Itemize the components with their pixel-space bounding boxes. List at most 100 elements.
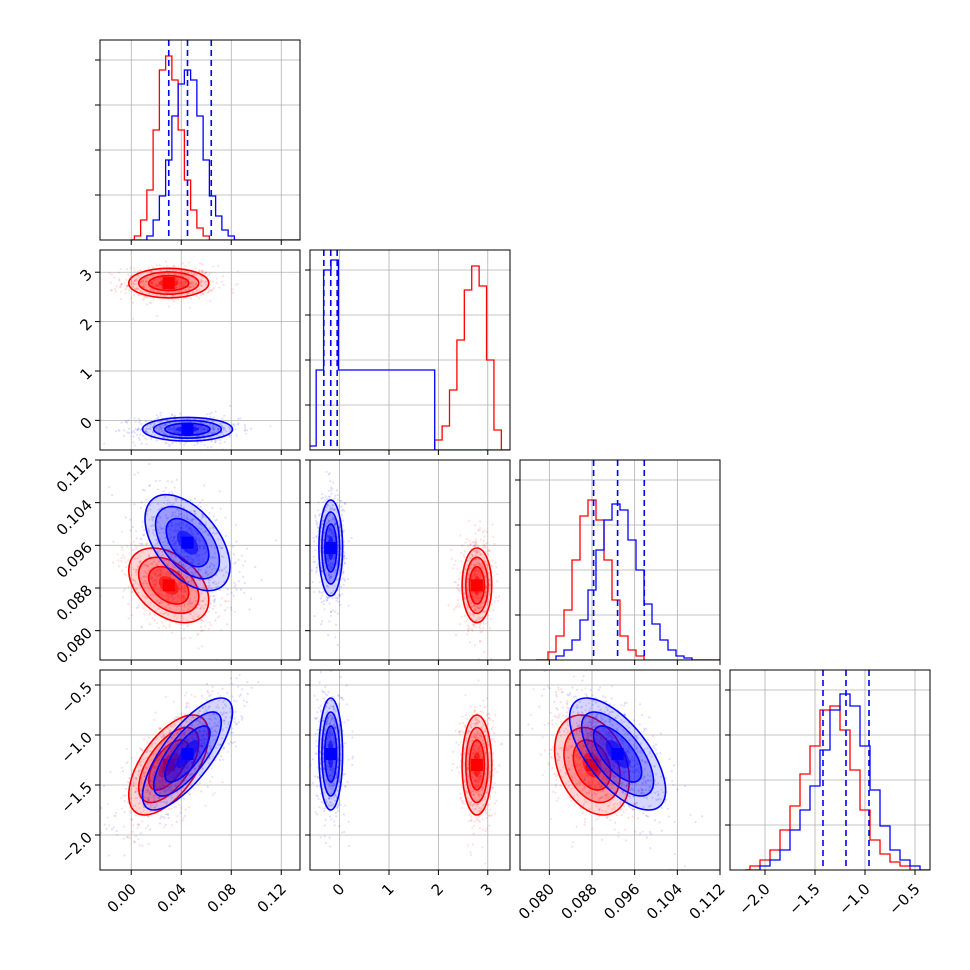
sample-point bbox=[168, 491, 171, 495]
sample-point bbox=[180, 599, 183, 603]
sample-point bbox=[170, 490, 173, 493]
sample-point bbox=[473, 608, 476, 611]
sample-point bbox=[189, 529, 192, 533]
sample-point bbox=[480, 591, 483, 594]
sample-point bbox=[474, 538, 478, 541]
sample-point bbox=[473, 569, 476, 572]
sample-point bbox=[178, 269, 181, 272]
sample-point bbox=[139, 555, 142, 558]
sample-point bbox=[467, 589, 470, 592]
sample-point bbox=[170, 433, 173, 436]
sample-point bbox=[184, 577, 187, 580]
sample-point bbox=[335, 489, 338, 492]
sample-point bbox=[471, 594, 474, 597]
sample-point bbox=[132, 282, 135, 285]
sample-point bbox=[336, 597, 339, 600]
sample-point bbox=[342, 508, 345, 511]
sample-point bbox=[329, 530, 333, 533]
sample-point bbox=[118, 429, 121, 432]
sample-point bbox=[125, 287, 128, 290]
sample-point bbox=[212, 429, 215, 432]
sample-point bbox=[155, 785, 158, 788]
sample-point bbox=[183, 814, 187, 818]
sample-point bbox=[111, 561, 115, 564]
sample-point bbox=[183, 275, 186, 278]
sample-point bbox=[145, 575, 148, 579]
sample-point bbox=[133, 444, 136, 447]
sample-point bbox=[344, 502, 347, 506]
sample-point bbox=[160, 800, 163, 804]
sample-point bbox=[474, 608, 477, 612]
sample-point bbox=[318, 513, 321, 516]
sample-point bbox=[463, 597, 466, 601]
sample-point bbox=[209, 714, 212, 717]
sample-point bbox=[478, 563, 481, 566]
sample-point bbox=[190, 693, 193, 696]
sample-point bbox=[195, 583, 198, 586]
sample-point bbox=[200, 280, 203, 283]
sample-point bbox=[189, 556, 192, 560]
sample-point bbox=[472, 597, 475, 600]
sample-point bbox=[210, 545, 213, 548]
sample-point bbox=[195, 606, 198, 609]
sample-point bbox=[153, 584, 156, 587]
sample-point bbox=[463, 614, 466, 617]
sample-point bbox=[152, 519, 155, 522]
sample-point bbox=[467, 574, 471, 577]
sample-point bbox=[320, 623, 323, 626]
sample-point bbox=[124, 516, 127, 519]
sample-point bbox=[160, 290, 163, 293]
sample-point bbox=[159, 525, 162, 529]
sample-point bbox=[193, 510, 196, 513]
sample-point bbox=[171, 511, 174, 514]
sample-point bbox=[460, 551, 463, 554]
sample-point bbox=[228, 426, 231, 429]
sample-point bbox=[189, 282, 192, 285]
sample-point bbox=[193, 535, 197, 538]
sample-point bbox=[140, 789, 143, 792]
sample-point bbox=[201, 600, 204, 603]
sample-point bbox=[470, 576, 473, 579]
sample-point bbox=[182, 506, 185, 509]
sample-point bbox=[198, 753, 201, 756]
sample-point bbox=[197, 632, 200, 635]
sample-point bbox=[179, 513, 182, 516]
sample-point bbox=[182, 594, 185, 597]
sample-point bbox=[150, 577, 153, 580]
sample-point bbox=[201, 270, 204, 273]
sample-point bbox=[170, 539, 173, 543]
sample-point bbox=[226, 623, 229, 626]
sample-point bbox=[471, 577, 474, 580]
sample-point bbox=[160, 779, 163, 782]
sample-point bbox=[478, 550, 481, 553]
sample-point bbox=[197, 568, 200, 571]
sample-point bbox=[182, 732, 185, 736]
series_b-contour bbox=[461, 547, 493, 624]
sample-point bbox=[491, 559, 494, 562]
sample-point bbox=[174, 418, 177, 421]
sample-point bbox=[248, 608, 251, 611]
sample-point bbox=[329, 509, 332, 512]
sample-point bbox=[187, 271, 190, 274]
sample-point bbox=[141, 520, 144, 523]
sample-point bbox=[330, 489, 333, 492]
sample-point bbox=[198, 537, 201, 540]
sample-point bbox=[157, 551, 160, 554]
sample-point bbox=[162, 789, 165, 792]
sample-point bbox=[166, 598, 169, 601]
sample-point bbox=[179, 623, 182, 626]
sample-point bbox=[222, 574, 225, 577]
sample-point bbox=[223, 440, 226, 444]
sample-point bbox=[144, 283, 147, 286]
sample-point bbox=[472, 563, 475, 567]
sample-point bbox=[202, 729, 205, 733]
sample-point bbox=[471, 593, 474, 596]
sample-point bbox=[113, 814, 116, 818]
sample-point bbox=[200, 745, 204, 748]
sample-point bbox=[115, 285, 118, 288]
sample-point bbox=[484, 560, 487, 563]
sample-point bbox=[488, 582, 492, 585]
sample-point bbox=[154, 572, 157, 576]
sample-point bbox=[126, 285, 129, 288]
sample-point bbox=[189, 281, 193, 284]
